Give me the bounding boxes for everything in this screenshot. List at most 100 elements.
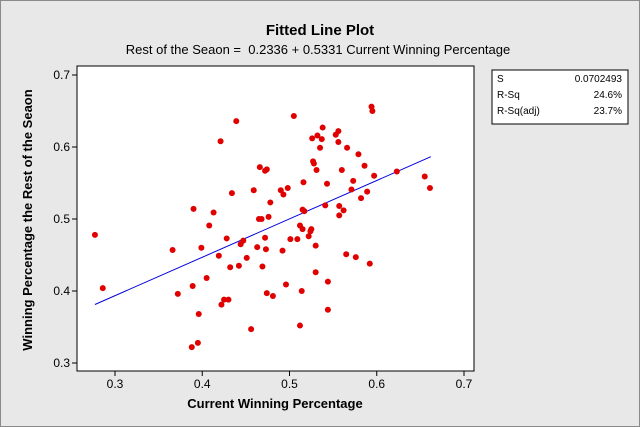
data-points bbox=[91, 103, 433, 351]
data-point bbox=[223, 235, 230, 242]
data-point bbox=[421, 173, 428, 180]
y-axis-label: Winning Percentage the Rest of the Seaon bbox=[20, 89, 35, 350]
data-point bbox=[287, 236, 294, 243]
data-point bbox=[319, 124, 326, 131]
data-point bbox=[294, 236, 301, 243]
data-point bbox=[194, 339, 201, 346]
data-point bbox=[169, 246, 176, 253]
data-point bbox=[361, 162, 368, 169]
data-point bbox=[189, 282, 196, 289]
y-tick-label: 0.3 bbox=[53, 356, 70, 370]
data-point bbox=[235, 262, 242, 269]
data-point bbox=[335, 128, 342, 135]
data-point bbox=[250, 187, 257, 194]
data-point bbox=[338, 167, 345, 174]
data-point bbox=[284, 185, 291, 192]
data-point bbox=[277, 187, 284, 194]
data-point bbox=[265, 213, 272, 220]
data-point bbox=[190, 205, 197, 212]
data-point bbox=[254, 244, 261, 251]
data-point bbox=[258, 216, 265, 222]
data-point bbox=[355, 151, 362, 158]
regression-line bbox=[94, 156, 432, 305]
data-point bbox=[225, 296, 232, 303]
data-point bbox=[336, 212, 343, 219]
y-tick-label: 0.5 bbox=[53, 212, 70, 226]
data-point bbox=[335, 138, 342, 145]
chart-title: Fitted Line Plot bbox=[266, 22, 374, 39]
data-point bbox=[262, 234, 269, 241]
data-point bbox=[358, 195, 365, 202]
data-point bbox=[269, 293, 276, 300]
data-point bbox=[317, 144, 324, 151]
data-point bbox=[343, 251, 350, 258]
data-point bbox=[309, 135, 316, 142]
data-point bbox=[198, 244, 205, 251]
data-point bbox=[195, 311, 202, 318]
y-tick-label: 0.6 bbox=[53, 140, 70, 154]
data-point bbox=[426, 185, 433, 192]
data-point bbox=[91, 231, 98, 238]
data-point bbox=[313, 167, 320, 174]
data-point bbox=[369, 108, 376, 114]
fit-line-layer bbox=[94, 156, 432, 305]
data-point bbox=[314, 132, 321, 139]
data-point bbox=[324, 180, 331, 187]
stat-label: R-Sq(adj) bbox=[497, 106, 540, 117]
x-tick-label: 0.5 bbox=[281, 377, 298, 391]
data-point bbox=[188, 344, 195, 351]
stat-value: 24.6% bbox=[594, 90, 622, 101]
data-point bbox=[217, 138, 224, 145]
data-point bbox=[322, 202, 329, 209]
data-point bbox=[283, 281, 290, 288]
data-point bbox=[280, 191, 287, 198]
data-point bbox=[348, 186, 355, 193]
data-point bbox=[174, 290, 181, 297]
data-point bbox=[279, 247, 286, 254]
data-point bbox=[262, 246, 269, 253]
data-point bbox=[393, 168, 400, 175]
data-point bbox=[267, 199, 274, 206]
data-point bbox=[240, 237, 247, 244]
data-point bbox=[263, 290, 270, 297]
data-point bbox=[364, 188, 371, 195]
data-point bbox=[340, 207, 347, 214]
data-point bbox=[336, 203, 343, 210]
data-point bbox=[312, 269, 319, 276]
data-point bbox=[228, 190, 235, 197]
data-point bbox=[227, 264, 234, 271]
x-tick-label: 0.7 bbox=[456, 377, 473, 391]
data-point bbox=[298, 288, 305, 294]
regression-equation: Rest of the Seaon = 0.2336 + 0.5331 Curr… bbox=[126, 42, 510, 57]
data-point bbox=[312, 242, 319, 249]
data-point bbox=[290, 113, 297, 120]
stat-value: 23.7% bbox=[594, 106, 622, 117]
data-point bbox=[300, 179, 307, 186]
axis-ticks: 0.3 0.4 0.5 0.6 0.7 0.3 0.4 0.5 0.6 0.7 bbox=[53, 68, 472, 391]
data-point bbox=[215, 252, 222, 259]
y-tick-label: 0.4 bbox=[53, 284, 70, 298]
regression-stats-box: S 0.0702493 R-Sq 24.6% R-Sq(adj) 23.7% bbox=[491, 69, 629, 125]
data-point bbox=[350, 177, 357, 184]
data-point bbox=[324, 306, 331, 313]
data-point bbox=[221, 296, 228, 303]
x-tick-label: 0.6 bbox=[368, 377, 385, 391]
plot-area bbox=[76, 65, 475, 372]
data-point bbox=[218, 301, 225, 308]
data-point bbox=[210, 209, 217, 216]
x-axis-label: Current Winning Percentage bbox=[187, 396, 362, 411]
data-point bbox=[366, 260, 373, 267]
data-point bbox=[203, 275, 210, 282]
data-point bbox=[308, 226, 315, 233]
data-point bbox=[324, 278, 331, 285]
data-point bbox=[206, 222, 213, 229]
x-tick-label: 0.4 bbox=[194, 377, 211, 391]
data-point bbox=[263, 166, 270, 173]
stat-label: R-Sq bbox=[497, 90, 520, 101]
data-point bbox=[371, 172, 378, 179]
data-point bbox=[352, 254, 359, 261]
x-tick-label: 0.3 bbox=[107, 377, 124, 391]
data-point bbox=[256, 164, 263, 171]
data-point bbox=[233, 118, 240, 125]
data-point bbox=[310, 160, 317, 167]
